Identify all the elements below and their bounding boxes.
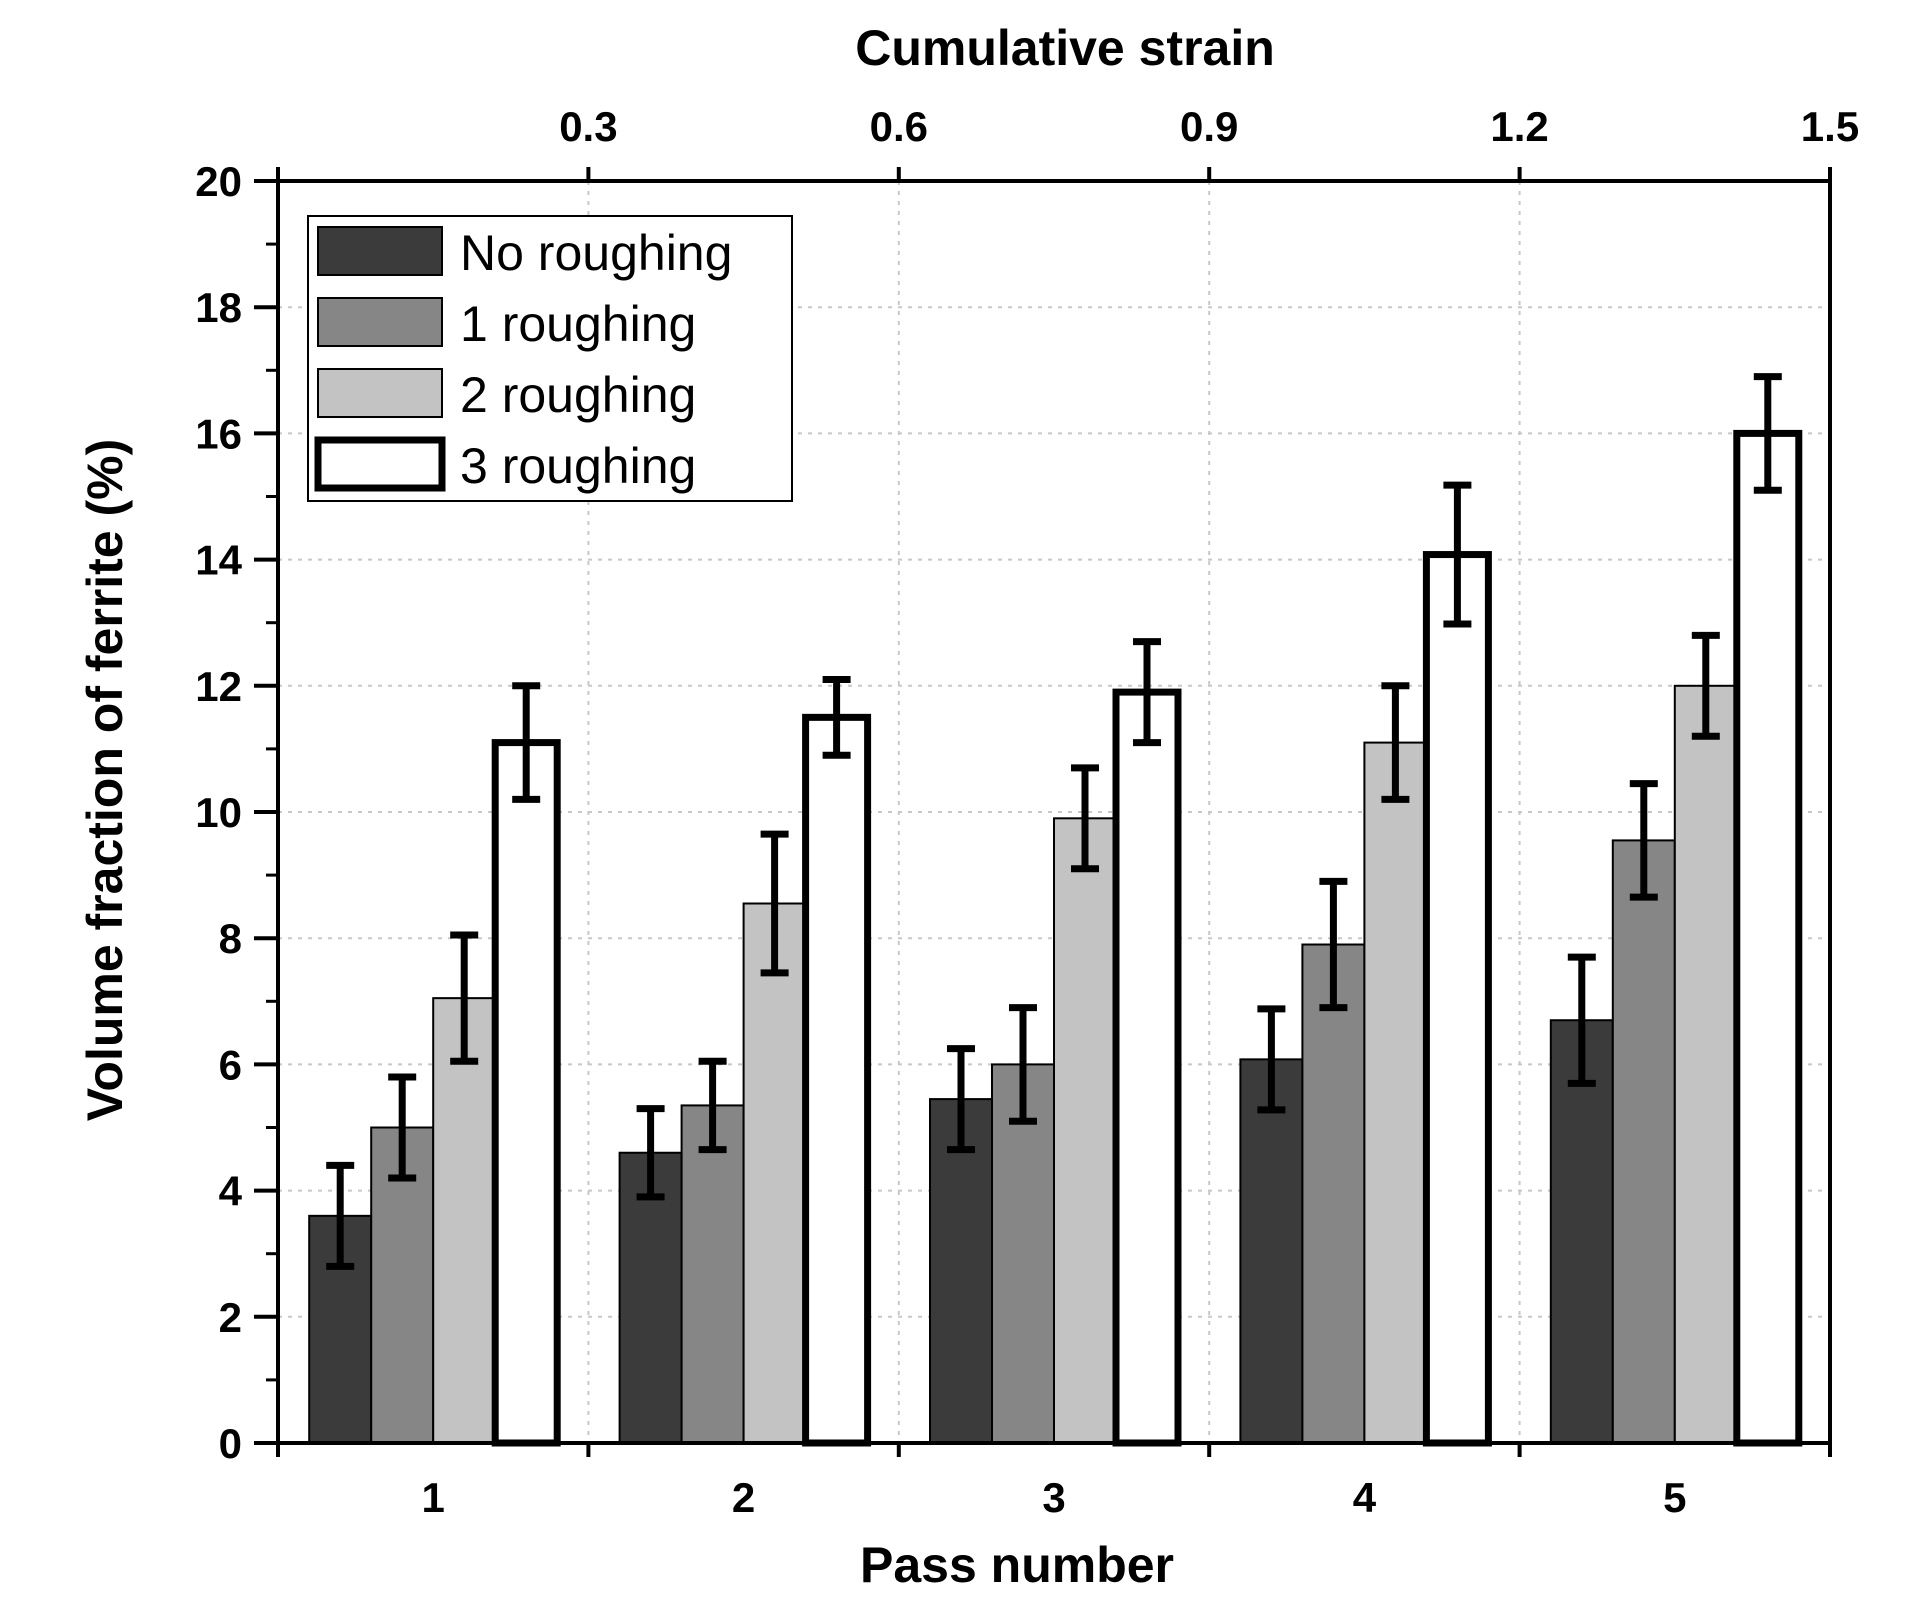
y-tick-label-0: 0 [219, 1420, 242, 1467]
top-tick-label-0.6: 0.6 [870, 103, 928, 150]
bar-s1-c5 [1549, 1019, 1614, 1444]
top-tick-label-0.3: 0.3 [559, 103, 617, 150]
bar-s3-c3 [1053, 817, 1117, 1444]
bar-s4-c3 [1112, 688, 1182, 1447]
bar-s4-c1 [491, 739, 561, 1447]
y-tick-label-12: 12 [195, 663, 242, 710]
bar-s1-c2 [618, 1151, 683, 1444]
bar-s1-c4 [1239, 1058, 1304, 1445]
y-tick-label-4: 4 [219, 1168, 243, 1215]
bar-s3-c2 [742, 902, 807, 1444]
top-tick-label-0.9: 0.9 [1180, 103, 1238, 150]
bar-s2-c2 [680, 1104, 745, 1445]
legend-label-1: No roughing [460, 225, 732, 281]
bar-s3-c1 [432, 997, 497, 1445]
legend: No roughing 1 roughing 2 roughing 3 roughin… [307, 215, 793, 502]
top-axis-title: Cumulative strain [855, 20, 1275, 76]
bar-s4-c4 [1422, 551, 1492, 1447]
bar-s3-c5 [1673, 684, 1738, 1444]
legend-label-3: 2 roughing [460, 367, 696, 423]
y-tick-label-16: 16 [195, 410, 242, 457]
bar-s3-c4 [1363, 741, 1428, 1444]
y-tick-label-14: 14 [195, 537, 242, 584]
bar-s4-c2 [802, 713, 872, 1447]
y-tick-label-20: 20 [195, 158, 242, 205]
legend-label-4: 3 roughing [460, 438, 696, 494]
x-axis-title: Pass number [860, 1537, 1174, 1593]
y-tick-label-10: 10 [195, 789, 242, 836]
y-tick-label-6: 6 [219, 1041, 242, 1088]
y-tick-label-8: 8 [219, 915, 242, 962]
y-axis-title: Volume fraction of ferrite (%) [77, 439, 133, 1121]
top-tick-label-1.2: 1.2 [1490, 103, 1548, 150]
top-tick-label-1.5: 1.5 [1801, 103, 1859, 150]
y-tick-label-2: 2 [219, 1294, 242, 1341]
legend-swatch-3 [317, 368, 443, 418]
bar-s2-c5 [1611, 839, 1676, 1444]
x-tick-label-2: 2 [732, 1474, 755, 1521]
y-tick-label-18: 18 [195, 284, 242, 331]
x-tick-label-4: 4 [1353, 1474, 1377, 1521]
legend-swatch-4 [314, 436, 446, 492]
bar-s2-c3 [991, 1063, 1055, 1445]
x-tick-label-1: 1 [422, 1474, 445, 1521]
legend-swatch-2 [317, 297, 443, 347]
x-tick-label-3: 3 [1042, 1474, 1065, 1521]
bar-s4-c5 [1733, 429, 1803, 1447]
bars [308, 373, 1803, 1447]
x-tick-label-5: 5 [1663, 1474, 1686, 1521]
bar-s2-c4 [1301, 943, 1366, 1444]
legend-swatch-1 [317, 226, 443, 276]
bar-s1-c3 [929, 1098, 993, 1444]
legend-label-2: 1 roughing [460, 296, 696, 352]
